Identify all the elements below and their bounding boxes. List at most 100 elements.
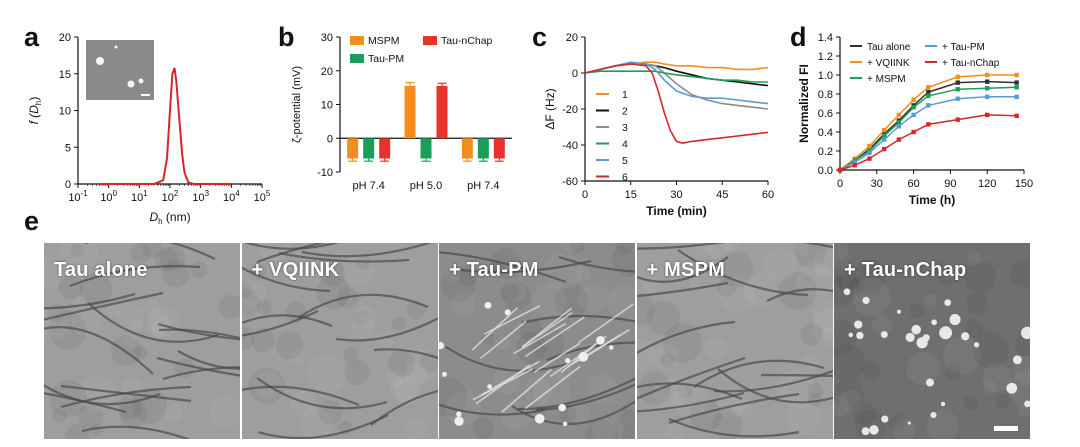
- tem-texture: [65, 423, 90, 439]
- tem-fibril: [177, 350, 240, 370]
- tem-texture: [811, 307, 833, 347]
- tem-texture: [275, 331, 304, 360]
- tem-texture: [966, 292, 988, 314]
- tem-texture: [387, 349, 415, 377]
- tem-scale-bar: [994, 426, 1018, 431]
- b-legend-label: Tau-PM: [368, 53, 404, 65]
- tem-particle: [484, 301, 492, 309]
- tem-texture: [834, 267, 859, 306]
- d-data-point: [852, 160, 857, 165]
- tem-texture: [806, 382, 823, 399]
- tem-fibril: [535, 383, 635, 412]
- b-bar: [379, 138, 391, 159]
- a-inset-background: [86, 40, 154, 100]
- tem-background: [241, 243, 438, 439]
- a-x-tick-label: 10-1: [68, 189, 88, 204]
- tem-texture: [343, 359, 370, 386]
- tem-texture: [577, 282, 609, 313]
- a-y-tick-label: 15: [59, 69, 71, 81]
- tem-texture: [934, 259, 961, 285]
- tem-fibril: [301, 243, 432, 258]
- tem-bundle-strand: [501, 368, 552, 413]
- tem-texture: [982, 362, 1013, 393]
- tem-particle: [939, 326, 953, 340]
- a-y-tick-label: 20: [59, 32, 71, 44]
- tem-texture: [776, 369, 814, 407]
- d-data-point: [881, 133, 887, 138]
- tem-bundle-strand: [521, 307, 573, 348]
- tem-image: + MSPM: [636, 243, 833, 439]
- b-y-tick-label: 20: [321, 66, 333, 78]
- tem-texture: [967, 252, 982, 267]
- tem-texture: [500, 282, 520, 302]
- tem-texture: [636, 339, 655, 373]
- tem-particle: [504, 309, 511, 316]
- tem-texture: [851, 400, 877, 425]
- tem-texture: [445, 267, 461, 282]
- c-y-tick-label: -40: [562, 140, 578, 152]
- panel-letter-d: d: [790, 22, 807, 52]
- tem-fibril: [296, 293, 428, 319]
- a-y-tick-label: 5: [65, 142, 71, 154]
- tem-particle: [1006, 382, 1018, 394]
- d-x-tick-label: 90: [944, 178, 956, 190]
- a-series-line: [99, 67, 232, 185]
- chart-b: -10 0 10 20 30 pH 7.4 pH 5.0 pH 7.4 MSPM Tau-PM Ta…: [280, 0, 540, 230]
- tem-texture: [584, 419, 619, 439]
- d-data-point: [1014, 72, 1019, 78]
- tem-fibril: [241, 310, 318, 337]
- tem-texture: [619, 408, 635, 428]
- tem-texture: [241, 326, 254, 351]
- tem-texture: [612, 243, 635, 277]
- tem-texture: [567, 402, 590, 425]
- b-bar: [461, 138, 473, 159]
- tem-particle: [861, 427, 870, 436]
- tem-texture: [852, 278, 891, 317]
- tem-texture: [403, 417, 427, 439]
- c-y-tick-label: -60: [562, 176, 578, 188]
- tem-texture: [659, 352, 675, 368]
- a-x-tick-label: 102: [162, 189, 179, 204]
- tem-texture: [90, 424, 103, 437]
- panel-letter-e: e: [24, 206, 40, 236]
- tem-texture: [306, 354, 346, 394]
- b-bar: [477, 138, 489, 159]
- tem-texture: [909, 303, 925, 319]
- d-legend-label: + VQIINK: [867, 58, 910, 69]
- tem-fibril: [241, 385, 359, 407]
- tem-texture: [614, 243, 635, 254]
- d-data-point: [955, 80, 960, 85]
- tem-fibril: [257, 414, 388, 439]
- a-x-tick-label: 101: [131, 189, 148, 204]
- tem-texture: [450, 291, 475, 316]
- tem-fibril: [558, 255, 635, 273]
- tem-texture: [852, 259, 887, 294]
- a-inset-scale-bar: [141, 94, 150, 96]
- d-data-point: [926, 103, 931, 108]
- tem-texture: [142, 243, 164, 259]
- d-y-tick-label: 1.2: [818, 51, 833, 63]
- tem-texture: [78, 403, 104, 429]
- tem-texture: [837, 274, 854, 291]
- d-data-point: [926, 89, 931, 95]
- b-legend-swatch: [350, 36, 364, 45]
- tem-fibril: [158, 328, 240, 340]
- tem-texture: [354, 305, 376, 326]
- tem-texture: [834, 274, 842, 288]
- d-data-point: [926, 122, 931, 127]
- c-series-line: [584, 70, 768, 83]
- tem-texture: [906, 351, 941, 386]
- d-series-line: [839, 114, 1017, 171]
- tem-texture: [795, 262, 833, 301]
- c-legend-label: 6: [622, 172, 628, 184]
- tem-texture: [653, 377, 687, 411]
- b-y-axis-label: ζ-potential (mV): [291, 66, 303, 143]
- tem-texture: [834, 344, 866, 381]
- d-data-point: [896, 124, 902, 129]
- tem-image-svg: [439, 243, 635, 439]
- d-legend-label: Tau alone: [867, 42, 911, 53]
- tem-bundle-strand: [479, 320, 527, 360]
- d-series-line: [839, 86, 1017, 171]
- tem-image-svg: [241, 243, 438, 439]
